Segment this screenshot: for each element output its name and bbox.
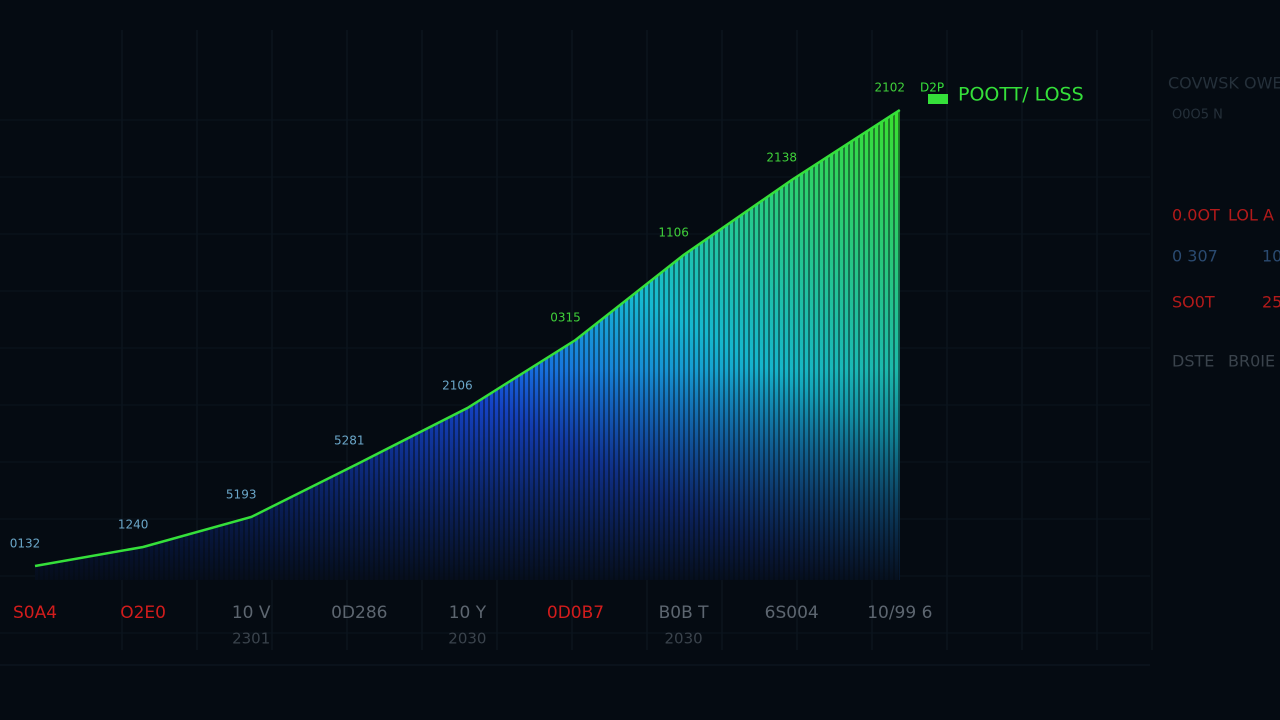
panel-cell: BR0IE bbox=[1228, 352, 1275, 371]
panel-cell: 25 bbox=[1262, 293, 1280, 312]
annotation: 2106 bbox=[442, 379, 473, 393]
x-tick-label: S0A4 bbox=[13, 603, 57, 623]
panel-title: COVWSK OWE bbox=[1168, 74, 1280, 93]
panel-cell: SO0T bbox=[1172, 293, 1215, 312]
annotation: 5281 bbox=[334, 434, 365, 448]
x-tick-label: 0D286 bbox=[331, 603, 387, 623]
annotation: 2102 bbox=[875, 81, 906, 95]
x-tick-label: 10/99 6 bbox=[867, 603, 932, 623]
x-tick-sublabel: 2301 bbox=[232, 630, 270, 648]
legend-marker: D2P bbox=[920, 81, 944, 95]
x-tick-label: 10 V bbox=[232, 603, 271, 623]
x-tick-sublabel: 2030 bbox=[665, 630, 703, 648]
annotation: 0315 bbox=[550, 311, 581, 325]
x-tick-label: 10 Y bbox=[449, 603, 487, 623]
x-tick-sublabel: 2030 bbox=[448, 630, 486, 648]
legend-marker-box bbox=[928, 94, 948, 104]
annotation: 1240 bbox=[118, 518, 149, 532]
panel-cell: LOL A bbox=[1228, 206, 1274, 225]
area-stripes bbox=[35, 110, 900, 580]
panel-cell: 10 bbox=[1262, 247, 1280, 266]
annotation: 0132 bbox=[10, 537, 41, 551]
x-tick-label: B0B T bbox=[659, 603, 710, 623]
panel-cell: DSTE bbox=[1172, 352, 1214, 371]
panel-cell: 0.0OT bbox=[1172, 206, 1220, 225]
line bbox=[34, 108, 901, 568]
annotation: 5193 bbox=[226, 488, 257, 502]
annotation: 2138 bbox=[766, 151, 797, 165]
panel-subtitle: O0O5 N bbox=[1172, 108, 1223, 123]
panel-cell: 0 307 bbox=[1172, 247, 1218, 266]
x-tick-label: O2E0 bbox=[120, 603, 166, 623]
x-tick-label: 6S004 bbox=[765, 603, 819, 623]
annotation: 1106 bbox=[658, 226, 689, 240]
x-tick-label: 0D0B7 bbox=[547, 603, 604, 623]
chart-title: POOTT/ LOSS bbox=[958, 84, 1084, 106]
